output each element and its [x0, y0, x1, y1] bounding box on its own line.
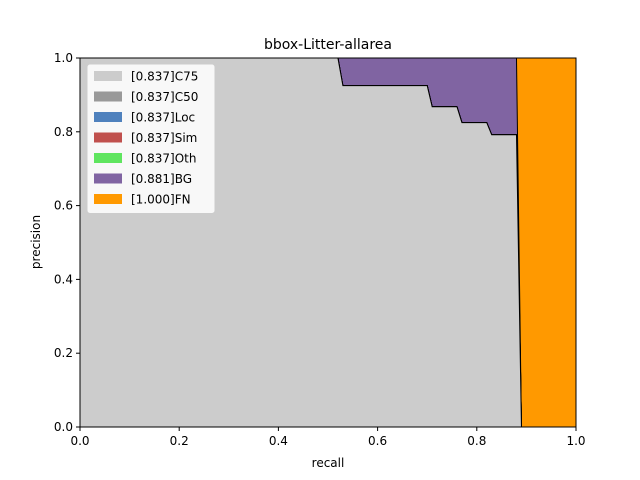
plot-frame — [79, 57, 577, 428]
legend-label: [0.837]Oth — [131, 152, 196, 166]
legend-swatch — [94, 153, 122, 163]
legend-label: [0.881]BG — [131, 172, 192, 186]
y-tick-label: 1.0 — [54, 51, 73, 65]
x-axis-ticks: 0.0 0.2 0.4 0.6 0.8 1.0 — [70, 427, 586, 448]
x-tick-label: 1.0 — [566, 434, 585, 448]
legend-label: [0.837]C50 — [131, 90, 198, 104]
legend-label: [0.837]C75 — [131, 70, 198, 84]
legend-label: [0.837]Loc — [131, 111, 195, 125]
y-tick-label: 0.8 — [54, 125, 73, 139]
y-tick-label: 0.0 — [54, 420, 73, 434]
y-axis-ticks: 0.0 0.2 0.4 0.6 0.8 1.0 — [54, 51, 80, 434]
legend-swatch — [94, 132, 122, 143]
x-tick-label: 0.4 — [269, 434, 288, 448]
legend-swatch — [94, 71, 122, 81]
y-axis-label: precision — [29, 215, 43, 269]
legend-swatch — [94, 194, 122, 204]
x-tick-label: 0.2 — [170, 434, 189, 448]
legend-swatch — [94, 173, 122, 184]
x-axis-label: recall — [312, 456, 345, 470]
y-tick-label: 0.2 — [54, 346, 73, 360]
x-tick-label: 0.8 — [467, 434, 486, 448]
legend-label: [0.837]Sim — [131, 131, 197, 145]
y-tick-label: 0.4 — [54, 272, 73, 286]
legend-swatch — [94, 91, 122, 102]
y-tick-label: 0.6 — [54, 199, 73, 213]
legend-label: [1.000]FN — [131, 193, 191, 207]
legend: [0.837]C75 [0.837]C50 [0.837]Loc [0.837]Sim… — [86, 63, 216, 214]
legend-swatch — [94, 112, 122, 122]
curve--0-837-c75 — [80, 57, 522, 428]
x-tick-label: 0.0 — [70, 434, 89, 448]
x-tick-label: 0.6 — [368, 434, 387, 448]
chart-title: bbox-Litter-allarea — [264, 37, 392, 53]
